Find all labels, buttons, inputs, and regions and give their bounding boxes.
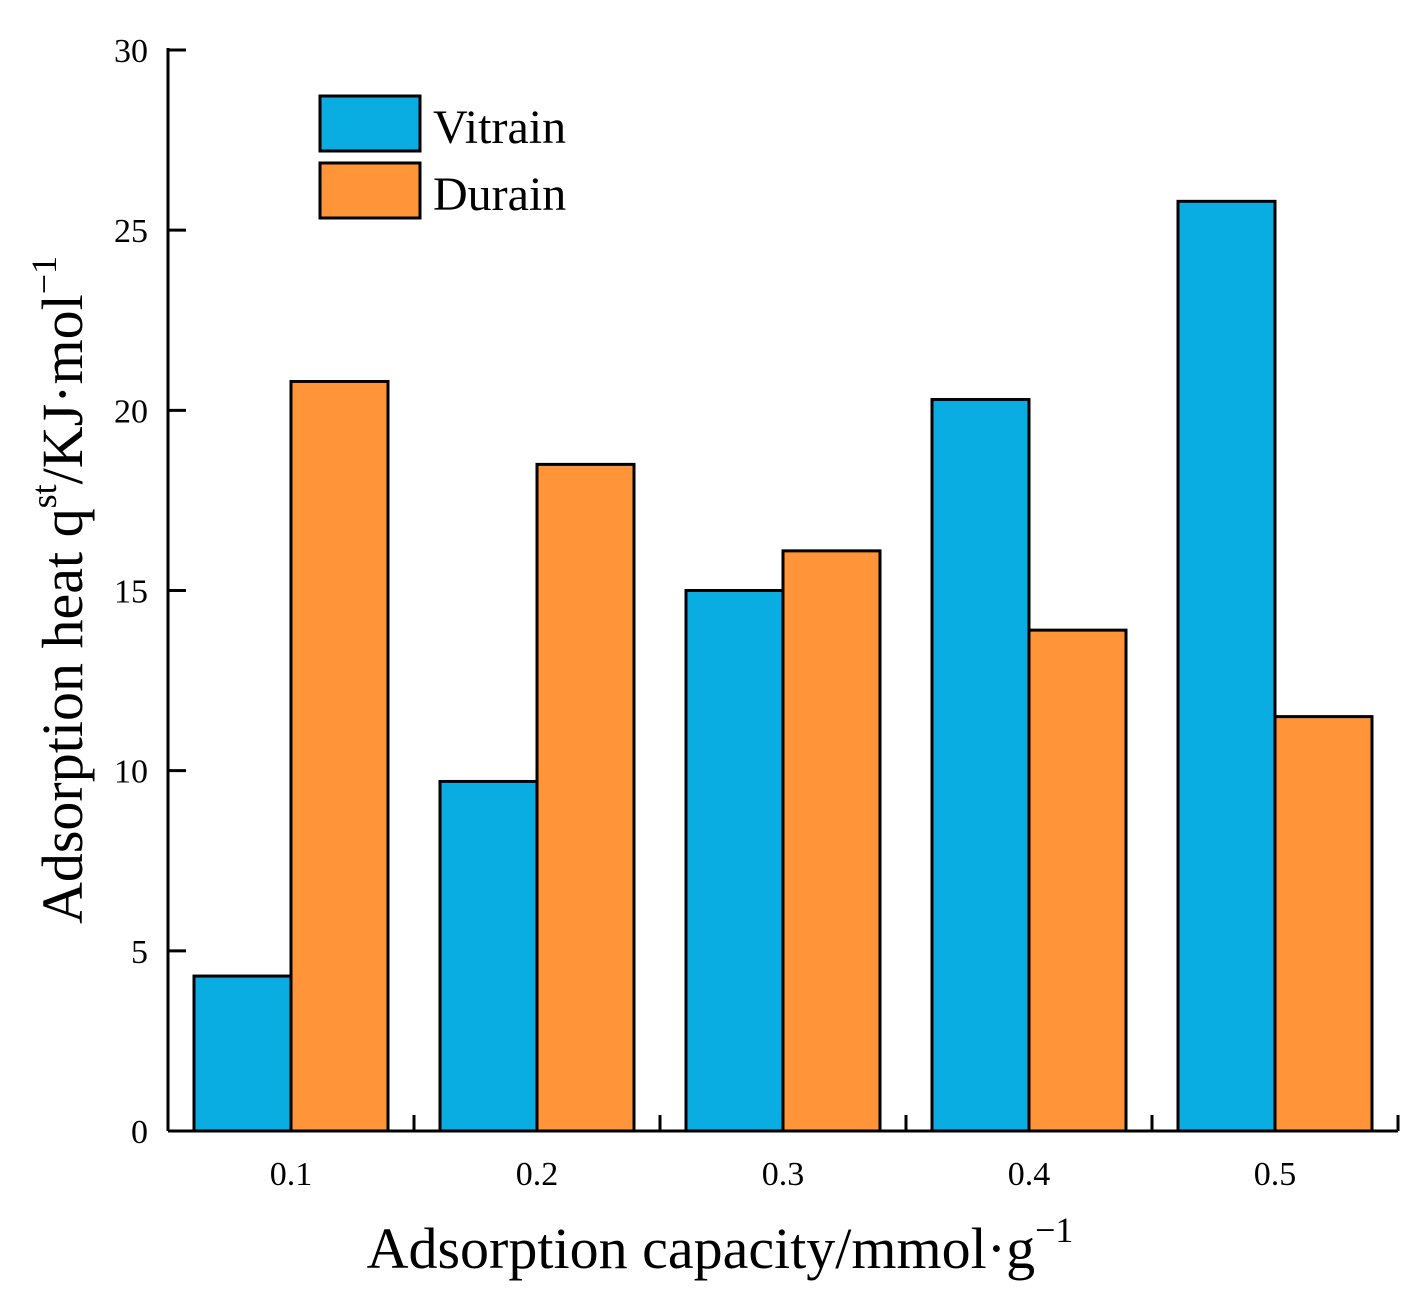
- y-axis-title-mid: /KJ·mol: [30, 294, 95, 484]
- y-axis-title-main: Adsorption heat q: [30, 508, 95, 924]
- y-tick-label: 15: [114, 574, 148, 611]
- bar-vitrain-0.2: [438, 779, 539, 1133]
- x-tick-label: 0.2: [516, 1156, 559, 1193]
- legend-swatch-durain: [318, 161, 422, 220]
- x-tick-label: 0.3: [762, 1156, 805, 1193]
- bar-vitrain-0.4: [930, 398, 1031, 1133]
- legend-swatch-vitrain: [318, 94, 422, 153]
- x-ticks-group: 0.1 0.2 0.3 0.4 0.5: [270, 1115, 1400, 1193]
- bar-durain-0.1: [289, 380, 390, 1133]
- bar-durain-0.2: [535, 462, 636, 1133]
- y-tick-label: 10: [114, 754, 148, 791]
- bar-durain-0.3: [781, 549, 882, 1133]
- bar-durain-0.4: [1027, 628, 1128, 1133]
- x-tick-label: 0.1: [270, 1156, 313, 1193]
- y-axis-title-sup2: −1: [24, 256, 64, 294]
- x-axis-title: Adsorption capacity/mmol·g−1: [367, 1210, 1074, 1281]
- bar-durain-0.5: [1273, 715, 1374, 1133]
- y-axis-title: Adsorption heat qst/KJ·mol−1: [24, 256, 95, 924]
- y-tick-label: 30: [114, 33, 148, 70]
- y-tick-label: 25: [114, 213, 148, 250]
- bar-vitrain-0.1: [192, 974, 293, 1133]
- y-tick-label: 20: [114, 393, 148, 430]
- y-ticks-group: 0 5 10 15 20 25 30: [114, 33, 186, 1151]
- x-tick-label: 0.5: [1254, 1156, 1297, 1193]
- bars-group: [192, 199, 1374, 1133]
- y-axis-title-sup1: st: [24, 484, 64, 508]
- x-axis-title-main: Adsorption capacity/mmol·g: [367, 1216, 1035, 1281]
- y-tick-label: 0: [131, 1114, 148, 1151]
- bar-vitrain-0.5: [1176, 199, 1277, 1133]
- x-axis-title-sup: −1: [1035, 1210, 1073, 1250]
- y-tick-label: 5: [131, 934, 148, 971]
- legend-label-durain: Durain: [433, 168, 566, 221]
- x-tick-label: 0.4: [1008, 1156, 1051, 1193]
- bar-vitrain-0.3: [684, 589, 785, 1133]
- legend: Vitrain Durain: [318, 94, 566, 221]
- legend-label-vitrain: Vitrain: [433, 101, 566, 154]
